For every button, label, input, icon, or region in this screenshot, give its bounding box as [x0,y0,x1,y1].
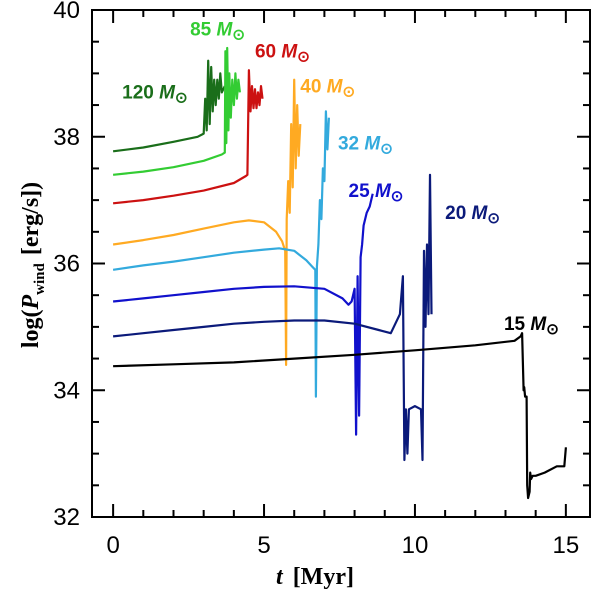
series-label-40-msun: 40 M⊙ [300,76,355,100]
y-axis-subscript: wind [32,262,48,294]
y-tick-label: 40 [53,0,80,24]
x-tick-label: 5 [257,532,270,559]
series-label-layer: 120 M⊙ 85 M⊙ 60 M⊙ 40 M⊙ 32 M⊙ 25 M⊙ 20 M⊙ 15 M… [122,19,559,338]
series-label-32-msun: 32 M⊙ [338,133,393,157]
series-label-60-msun: 60 M⊙ [255,42,310,66]
series-label-25-msun: 25 M⊙ [349,181,404,205]
x-tick-label: 10 [402,532,429,559]
series-label-15-msun: 15 M⊙ [504,314,559,338]
y-axis-symbol: P [18,294,44,310]
plot-frame [91,9,591,518]
series-line-32-msun [112,110,330,398]
series-line-40-msun [112,78,302,366]
y-tick-label: 36 [53,251,80,278]
series-line-60-msun [112,69,264,205]
series-line-20-msun [112,173,433,462]
y-tick-label: 38 [53,124,80,151]
x-axis-unit: [Myr] [293,564,354,590]
y-axis-prefix: log( [18,309,44,348]
series-label-120-msun: 120 M⊙ [122,83,187,107]
series-line-15-msun [113,332,567,500]
series-line-25-msun [112,193,374,436]
y-tick-label: 32 [53,504,80,531]
series-line-85-msun [112,46,241,176]
x-tick-label: 0 [106,532,119,559]
x-axis-symbol: t [276,564,284,590]
x-axis-label: t [Myr] [276,564,354,590]
y-axis-label: log(Pwind [erg/s]) [18,182,48,348]
series-label-20-msun: 20 M⊙ [445,203,500,227]
y-axis-unit: [erg/s]) [18,182,44,255]
series-layer [112,46,567,500]
tick-layer: 0 5 10 15 32 34 36 38 40 [53,0,590,559]
series-label-85-msun: 85 M⊙ [190,19,245,43]
x-tick-label: 15 [553,532,580,559]
y-tick-label: 34 [53,377,80,404]
series-line-120-msun [112,59,226,153]
